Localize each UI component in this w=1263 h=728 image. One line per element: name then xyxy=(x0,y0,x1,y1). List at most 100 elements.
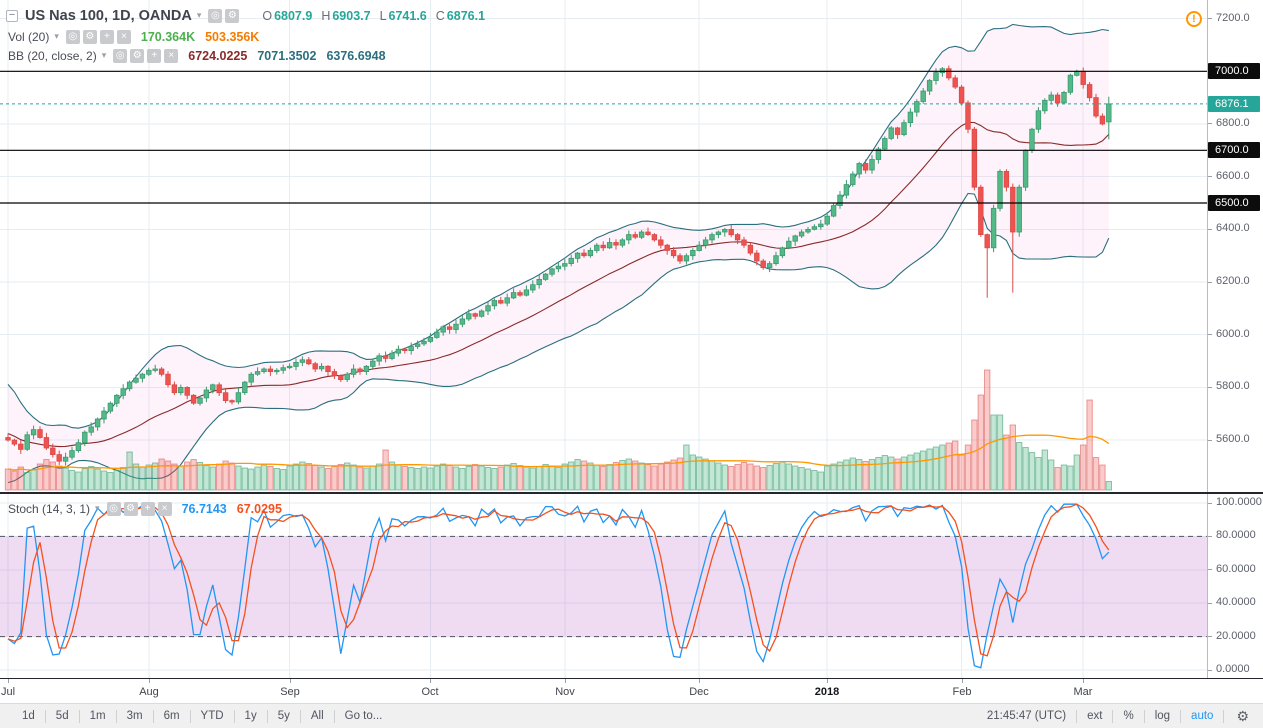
time-tick xyxy=(8,679,9,683)
price-tick-label: 5800.0 xyxy=(1216,380,1250,393)
gear-icon[interactable]: ⚙ xyxy=(1236,707,1249,724)
stoch-indicator-pane[interactable] xyxy=(0,494,1207,678)
volume-indicator-label[interactable]: Vol (20) xyxy=(8,29,50,44)
open-value: 6807.9 xyxy=(274,8,313,23)
pane-divider-handle[interactable] xyxy=(0,492,1263,494)
collapse-pane-icon[interactable]: − xyxy=(6,9,18,22)
close-icon[interactable]: × xyxy=(157,501,172,516)
stoch-tick-label: 40.0000 xyxy=(1216,596,1256,609)
toolbar-separator xyxy=(299,709,301,723)
bottom-toolbar: 1d 5d 1m 3m 6m YTD 1y 5y All Go to... 21… xyxy=(0,703,1263,728)
price-tick xyxy=(1208,18,1212,20)
stoch-band xyxy=(0,536,1207,637)
clock-utc[interactable]: 21:45:47 (UTC) xyxy=(986,710,1067,722)
toolbar-separator xyxy=(1143,709,1145,723)
toolbar-separator xyxy=(1223,709,1225,723)
add-icon[interactable]: + xyxy=(99,29,114,44)
price-tick xyxy=(1208,228,1212,230)
time-tick xyxy=(430,679,431,683)
main-chart-pane[interactable] xyxy=(0,0,1207,493)
toolbar-separator xyxy=(333,709,335,723)
price-tick xyxy=(1208,439,1212,441)
range-button-ytd[interactable]: YTD xyxy=(200,710,224,722)
toolbar-separator xyxy=(1076,709,1078,723)
stoch-chart-svg xyxy=(0,494,1207,678)
settings-icon[interactable]: ⚙ xyxy=(130,48,145,63)
low-value: 6741.6 xyxy=(388,8,427,23)
bb-upper-value: 7071.3502 xyxy=(257,48,317,63)
time-axis-label: Feb xyxy=(952,686,972,698)
chart-region: 7200.0 7000.0 6800.0 6600.0 6400.0 6200.0 6000… xyxy=(0,0,1263,678)
hline-price-label: 6500.0 xyxy=(1208,195,1260,211)
toolbar-separator xyxy=(78,709,80,723)
price-tick-label: 6400.0 xyxy=(1216,222,1250,235)
stoch-tick xyxy=(1208,535,1212,537)
bb-basis-value: 6724.0225 xyxy=(188,48,248,63)
price-tick-label: 6800.0 xyxy=(1216,116,1250,129)
volume-legend-row: Vol (20) ▾ ◎ ⚙ + × 170.364K 503.356K xyxy=(8,28,259,45)
close-icon[interactable]: × xyxy=(164,48,179,63)
time-axis-label: Nov xyxy=(555,686,575,698)
volume-ma-line xyxy=(7,434,1110,471)
time-axis-label: Aug xyxy=(139,686,159,698)
toolbar-separator xyxy=(1112,709,1114,723)
axis-separator xyxy=(1207,0,1208,678)
time-axis-label: 2018 xyxy=(814,686,840,698)
range-button-3m[interactable]: 3m xyxy=(126,710,143,722)
low-label: L xyxy=(379,8,387,23)
settings-icon[interactable]: ⚙ xyxy=(82,29,97,44)
price-tick xyxy=(1208,281,1212,283)
symbol-title[interactable]: US Nas 100, 1D, OANDA xyxy=(25,7,192,24)
range-button-5y[interactable]: 5y xyxy=(277,710,290,722)
price-chart-svg xyxy=(0,0,1207,493)
toolbar-separator xyxy=(44,709,46,723)
add-icon[interactable]: + xyxy=(147,48,162,63)
price-axis[interactable]: 7200.0 7000.0 6800.0 6600.0 6400.0 6200.0 6000… xyxy=(1208,0,1263,492)
stoch-tick xyxy=(1208,569,1212,571)
auto-scale-toggle[interactable]: auto xyxy=(1191,710,1214,722)
range-button-6m[interactable]: 6m xyxy=(163,710,180,722)
visibility-icon[interactable]: ◎ xyxy=(208,8,223,23)
chevron-down-icon[interactable]: ▾ xyxy=(101,50,107,60)
close-icon[interactable]: × xyxy=(116,29,131,44)
ext-toggle[interactable]: ext xyxy=(1087,710,1103,722)
visibility-icon[interactable]: ◎ xyxy=(106,501,121,516)
time-axis[interactable]: Jul Aug Sep Oct Nov Dec 2018 Feb Mar xyxy=(0,678,1263,703)
hline-price-label: 7000.0 xyxy=(1208,63,1260,80)
last-price-label: 6876.1 xyxy=(1208,95,1260,112)
time-axis-label: Oct xyxy=(421,686,439,698)
chevron-down-icon[interactable]: ▾ xyxy=(54,31,59,41)
visibility-icon[interactable]: ◎ xyxy=(113,48,128,63)
time-tick xyxy=(827,679,828,683)
stoch-tick xyxy=(1208,602,1212,604)
range-button-all[interactable]: All xyxy=(310,710,324,722)
high-value: 6903.7 xyxy=(332,8,371,23)
chevron-down-icon[interactable]: ▾ xyxy=(196,10,202,20)
toolbar-separator xyxy=(1180,709,1182,723)
log-scale-toggle[interactable]: log xyxy=(1154,710,1171,722)
range-button-1m[interactable]: 1m xyxy=(89,710,106,722)
time-tick xyxy=(1083,679,1084,683)
add-icon[interactable]: + xyxy=(140,501,155,516)
stoch-indicator-label[interactable]: Stoch (14, 3, 1) xyxy=(8,501,91,516)
stoch-tick-label: 60.0000 xyxy=(1216,562,1256,575)
bb-indicator-label[interactable]: BB (20, close, 2) xyxy=(8,48,97,63)
chevron-down-icon[interactable]: ▾ xyxy=(95,503,100,513)
warning-icon[interactable]: ! xyxy=(1186,11,1202,27)
stoch-value-axis[interactable]: 100.0000 80.0000 60.0000 40.0000 20.0000 0.00… xyxy=(1208,494,1263,678)
settings-icon[interactable]: ⚙ xyxy=(123,501,138,516)
price-tick-label: 7200.0 xyxy=(1216,11,1250,24)
range-button-5d[interactable]: 5d xyxy=(55,710,69,722)
stoch-d-line xyxy=(7,503,1110,657)
range-button-1y[interactable]: 1y xyxy=(244,710,257,722)
range-button-1d[interactable]: 1d xyxy=(22,710,35,722)
settings-icon[interactable]: ⚙ xyxy=(225,8,240,23)
price-grid xyxy=(0,0,1207,493)
time-tick xyxy=(962,679,963,683)
stoch-tick xyxy=(1208,669,1212,671)
price-tick xyxy=(1208,334,1212,336)
visibility-icon[interactable]: ◎ xyxy=(65,29,80,44)
high-label: H xyxy=(321,8,331,23)
percent-scale-toggle[interactable]: % xyxy=(1123,710,1134,722)
goto-button[interactable]: Go to... xyxy=(344,710,383,722)
